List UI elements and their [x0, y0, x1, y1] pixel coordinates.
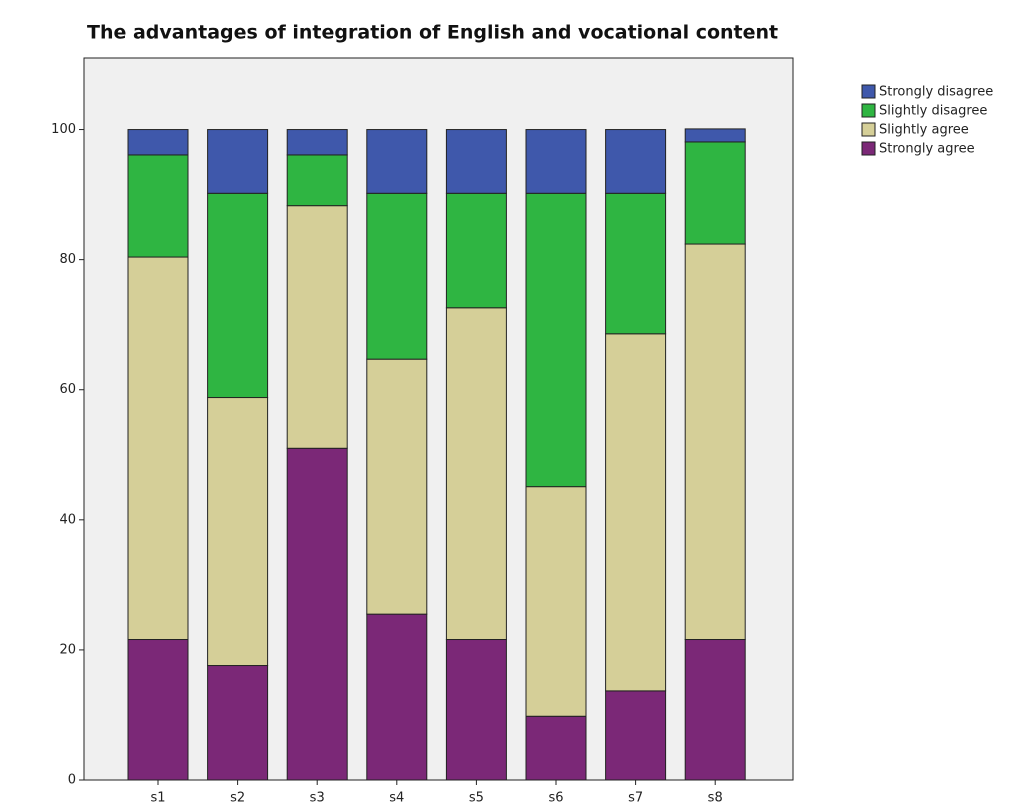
bar-segment [366, 129, 428, 194]
legend-label: Slightly disagree [879, 104, 987, 119]
x-tick-label: s4 [389, 791, 404, 806]
legend-swatch [861, 141, 876, 156]
y-tick-label: 100 [51, 122, 76, 137]
bar-segment [445, 192, 507, 309]
bar-segment [286, 205, 348, 449]
legend-swatch [861, 84, 876, 99]
bar-segment [445, 307, 507, 641]
x-tick-label: s8 [708, 791, 723, 806]
y-tick-label: 40 [59, 512, 76, 527]
bar-segment [525, 192, 587, 488]
bar-segment [366, 613, 428, 781]
x-tick-label: s5 [469, 791, 484, 806]
x-tick-label: s1 [150, 791, 165, 806]
legend-swatch [861, 122, 876, 137]
bar-segment [684, 639, 746, 781]
y-tick-label: 60 [59, 382, 76, 397]
x-tick-label: s6 [548, 791, 563, 806]
bar-segment [525, 129, 587, 194]
legend-label: Slightly agree [879, 123, 969, 138]
bar-segment [127, 154, 189, 258]
bar-segment [445, 639, 507, 781]
bar-segment [286, 154, 348, 207]
chart-title: The advantages of integration of English… [87, 22, 778, 44]
legend-label: Strongly disagree [879, 85, 993, 100]
bar-segment [127, 256, 189, 641]
bar-segment [605, 129, 667, 194]
bar-segment [286, 129, 348, 156]
bar-segment [684, 243, 746, 641]
legend-swatch [861, 103, 876, 118]
bar-segment [127, 129, 189, 156]
y-tick-label: 80 [59, 252, 76, 267]
bar-segment [525, 486, 587, 717]
x-tick-label: s2 [230, 791, 245, 806]
bar-segment [605, 192, 667, 335]
bar-segment [207, 665, 269, 781]
bar-segment [684, 141, 746, 245]
bar-segment [127, 639, 189, 781]
y-tick-label: 20 [59, 642, 76, 657]
bar-segment [525, 715, 587, 781]
bar-segment [366, 192, 428, 360]
bar-segment [207, 129, 269, 194]
bar-segment [605, 690, 667, 781]
bar-segment [366, 358, 428, 615]
bar-segment [286, 447, 348, 781]
bar-segment [445, 129, 507, 194]
bar-segment [605, 333, 667, 692]
bar-segment [207, 397, 269, 667]
x-tick-label: s7 [628, 791, 643, 806]
x-tick-label: s3 [310, 791, 325, 806]
bar-segment [207, 192, 269, 399]
y-tick-label: 0 [68, 773, 76, 788]
plot-area [83, 57, 794, 781]
legend-label: Strongly agree [879, 142, 975, 157]
bar-segment [684, 128, 746, 143]
